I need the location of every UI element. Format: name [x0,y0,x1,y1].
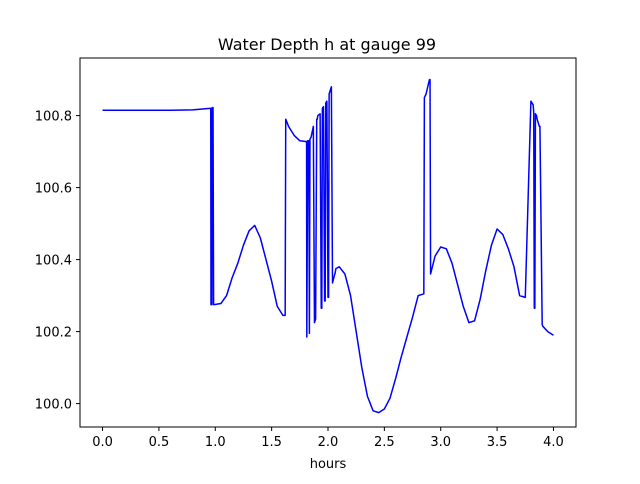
plot-area [102,78,554,414]
x-tick-label: 3.0 [430,435,451,450]
x-tick-label: 3.5 [487,435,508,450]
chart-title: Water Depth h at gauge 99 [218,35,436,54]
x-tick-label: 4.0 [543,435,564,450]
x-tick-label: 1.5 [261,435,282,450]
x-axis-label: hours [310,457,347,472]
y-tick-label: 100.6 [35,182,72,197]
y-tick-label: 100.2 [35,326,72,341]
x-tick-label: 0.5 [149,435,170,450]
y-tick-label: 100.8 [35,110,72,125]
x-axis: 0.0 0.5 1.0 1.5 2.0 2.5 3.0 3.5 4.0 [92,427,564,450]
x-tick-label: 0.0 [92,435,113,450]
y-tick-label: 100.4 [35,254,72,269]
x-tick-label: 2.0 [318,435,339,450]
x-tick-label: 2.5 [374,435,395,450]
series-line-0 [102,78,554,414]
x-tick-label: 1.0 [205,435,226,450]
y-axis: 100.0 100.2 100.4 100.6 100.8 [35,110,80,413]
y-tick-label: 100.0 [35,398,72,413]
